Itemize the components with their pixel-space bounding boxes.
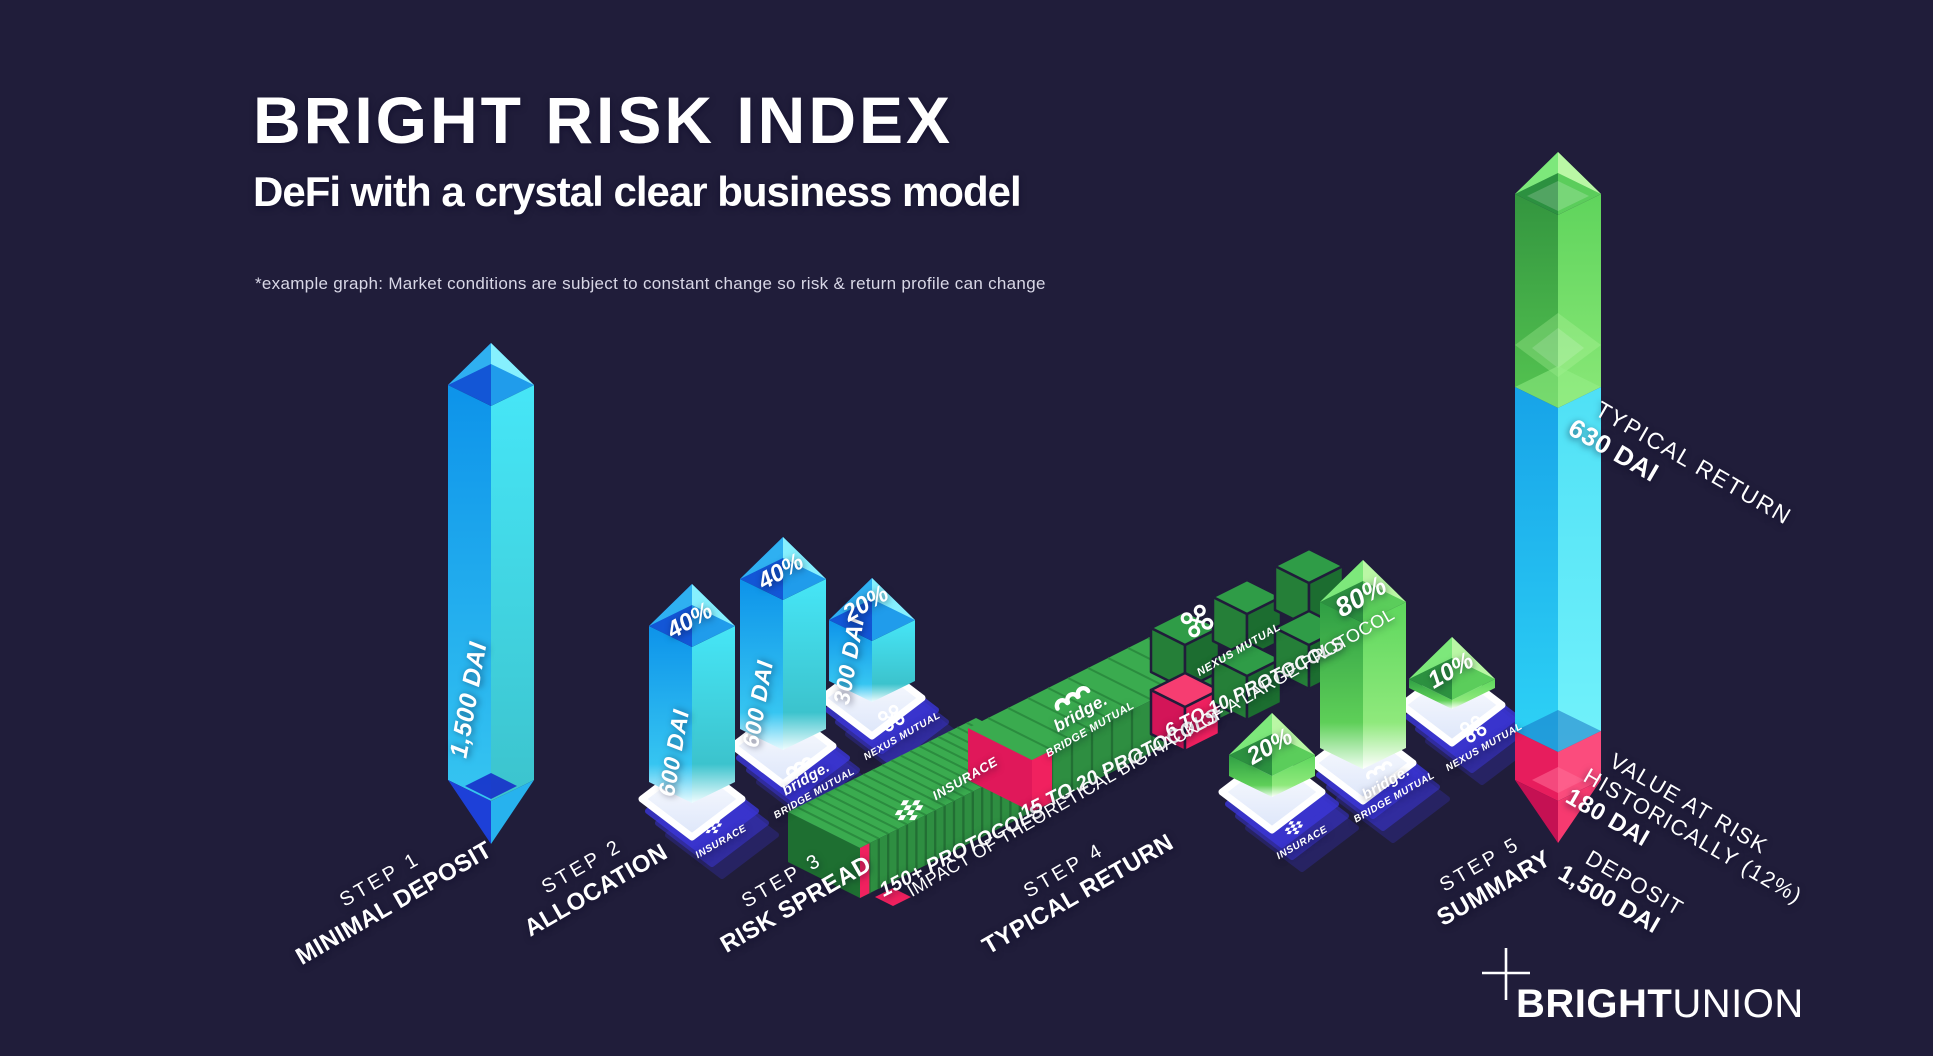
return-bar-insurace	[1229, 713, 1315, 797]
page-title: BRIGHT RISK INDEX	[253, 83, 954, 157]
allocation-brand-bridge: bridge. BRIDGE MUTUAL	[755, 737, 857, 821]
return-brand-insurace: INSURACE	[1264, 806, 1330, 862]
legend-diamond	[875, 888, 911, 906]
return-brand-nexus: NEXUS MUTUAL	[1429, 696, 1525, 774]
allocation-brand-insurace: INSURACE	[683, 805, 749, 861]
return-bar-bridge	[1320, 560, 1406, 769]
insurace-icon	[894, 800, 924, 821]
bridge-icon	[785, 757, 813, 776]
sparkle-icon	[1482, 948, 1530, 1000]
brand-bold: BRIGHT	[1516, 982, 1673, 1026]
allocation-bar-bridge	[740, 537, 826, 750]
bridge-icon	[1365, 761, 1393, 780]
summary-bar-shape	[1515, 152, 1601, 843]
insurace-icon	[703, 820, 722, 834]
disclaimer-note: *example graph: Market conditions are su…	[255, 274, 1046, 293]
brand-light: UNION	[1672, 982, 1804, 1026]
risk-brand-bridge: bridge. BRIDGE MUTUAL	[1023, 664, 1137, 760]
risk-brand-insurace: INSURACE	[885, 748, 1004, 833]
allocation-brand-nexus: NEXUS MUTUAL	[847, 685, 943, 763]
risk-brand-nexus-icon	[1175, 599, 1219, 643]
page-subtitle: DeFi with a crystal clear business model	[253, 168, 1022, 215]
return-brand-bridge: bridge. BRIDGE MUTUAL	[1335, 741, 1437, 825]
allocation-bar-nexus	[829, 578, 915, 702]
brightunion-logo: BRIGHTUNION	[1516, 982, 1804, 1027]
allocation-bar-insurace	[649, 584, 735, 803]
nexus-icon	[1180, 604, 1214, 638]
insurace-icon	[1284, 821, 1303, 835]
nexus-icon	[1460, 715, 1487, 743]
bridge-icon	[1054, 685, 1091, 711]
return-bar-nexus	[1409, 637, 1495, 709]
nexus-icon	[878, 704, 905, 732]
deposit-bar-shape	[448, 343, 534, 844]
